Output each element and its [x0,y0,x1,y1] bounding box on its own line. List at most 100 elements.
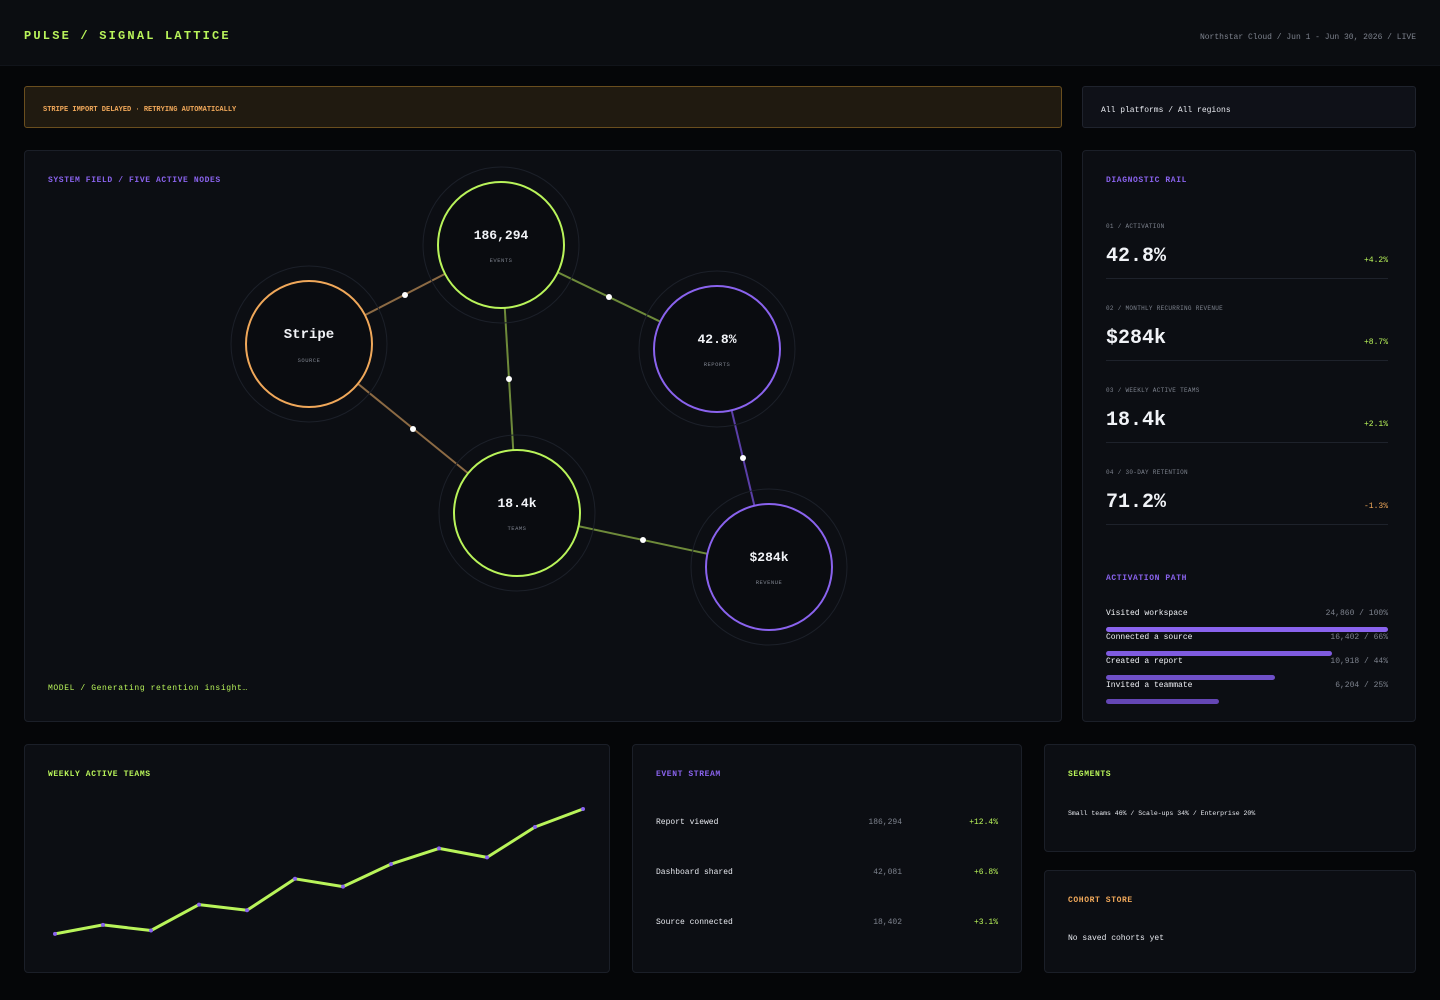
alert-banner: STRIPE IMPORT DELAYED · RETRYING AUTOMAT… [24,86,1062,128]
weekly-active-teams-chart [53,807,585,936]
segments-title: SEGMENTS [1068,770,1112,779]
series-point [293,876,297,881]
filter-text: All platforms / All regions [1101,106,1231,115]
funnel-step-count: 6,204 / 25% [1335,681,1388,690]
funnel-step-count: 10,918 / 44% [1330,657,1388,666]
series-point [437,846,441,851]
metric-value: 71.2% [1106,491,1167,514]
metric-label: 02 / MONTHLY RECURRING REVENUE [1106,305,1224,312]
platform-region-filter[interactable]: All platforms / All regions [1082,86,1416,128]
system-field-title: SYSTEM FIELD / FIVE ACTIVE NODES [48,176,221,185]
diagnostic-rail-panel: DIAGNOSTIC RAIL 01 / ACTIVATION 42.8% +4… [1082,150,1416,722]
diagnostic-rail-title: DIAGNOSTIC RAIL [1106,176,1188,185]
node-reports-value: 42.8% [697,332,737,347]
node-halo-reports [638,270,796,428]
segments-panel: SEGMENTS Small teams 46% / Scale-ups 34%… [1044,744,1416,852]
node-revenue-label: REVENUE [755,579,783,586]
node-reports [653,285,781,413]
funnel-step-bar [1106,675,1275,680]
series-point [581,807,585,811]
node-halo-teams [438,434,596,592]
edge-pulse [410,426,416,432]
metric-divider [1106,524,1388,525]
node-halo-events [422,166,580,324]
cohort-store-panel: COHORT STORE No saved cohorts yet [1044,870,1416,973]
cohort-store-title: COHORT STORE [1068,896,1133,905]
node-source [245,280,373,408]
edge-pulse [506,376,512,382]
metric-delta: +2.1% [1363,420,1388,429]
cohort-store-empty: No saved cohorts yet [1068,934,1165,943]
edge-pulse [740,455,746,461]
edge-pulse [402,292,408,298]
funnel-step-label: Invited a teammate [1106,681,1193,690]
workspace-meta: Northstar Cloud / Jun 1 - Jun 30, 2026 /… [1199,33,1416,42]
funnel-step-bar [1106,627,1388,632]
model-status: MODEL / Generating retention insight… [48,684,248,693]
node-events-value: 186,294 [473,228,529,243]
series-point [149,928,153,933]
series-point [245,908,249,913]
funnel-step-bar [1106,651,1332,656]
weekly-active-teams-title: WEEKLY ACTIVE TEAMS [48,770,151,779]
metric-divider [1106,278,1388,279]
brand-title: PULSE / SIGNAL LATTICE [24,29,231,43]
node-teams [453,449,581,577]
node-graph [230,166,848,646]
series-point [197,902,201,907]
metric-value: 18.4k [1106,409,1167,432]
series-point [485,855,489,860]
node-revenue [705,503,833,631]
node-halo-revenue [690,488,848,646]
event-delta: +12.4% [969,818,998,827]
event-delta: +3.1% [973,918,998,927]
weekly-active-teams-panel: WEEKLY ACTIVE TEAMS [24,744,610,973]
event-count: 42,081 [873,868,902,877]
metric-label: 03 / WEEKLY ACTIVE TEAMS [1106,387,1200,394]
funnel-step-label: Connected a source [1106,633,1193,642]
alert-text: STRIPE IMPORT DELAYED · RETRYING AUTOMAT… [43,106,237,114]
metric-label: 04 / 30-DAY RETENTION [1106,469,1188,476]
node-teams-label: TEAMS [507,525,527,532]
top-bar: PULSE / SIGNAL LATTICE Northstar Cloud /… [0,0,1440,66]
node-events-label: EVENTS [489,257,513,264]
event-name: Source connected [656,918,733,927]
event-name: Report viewed [656,818,719,827]
series-point [53,931,57,936]
series-point [389,862,393,867]
edge-pulse [640,537,646,543]
series-line [53,807,585,936]
event-stream-panel: EVENT STREAM Report viewed 186,294 +12.4… [632,744,1022,973]
node-source-label: SOURCE [297,357,321,364]
node-halo-source [230,265,388,423]
metric-divider [1106,360,1388,361]
event-name: Dashboard shared [656,868,733,877]
event-delta: +6.8% [973,868,998,877]
funnel-step-bar [1106,699,1219,704]
event-count: 186,294 [868,818,902,827]
node-source-value: Stripe [283,327,335,343]
series-point [341,884,345,889]
node-reports-label: REPORTS [703,361,731,368]
metric-value: 42.8% [1106,245,1167,268]
metric-delta: -1.3% [1363,502,1388,511]
funnel-step-count: 16,402 / 66% [1330,633,1388,642]
activation-path-title: ACTIVATION PATH [1106,574,1188,583]
funnel-step-label: Created a report [1106,657,1183,666]
metric-value: $284k [1106,327,1167,350]
system-field-panel: SYSTEM FIELD / FIVE ACTIVE NODES 186,294… [24,150,1062,722]
funnel-step-count: 24,860 / 100% [1325,609,1388,618]
segments-breakdown: Small teams 46% / Scale-ups 34% / Enterp… [1068,810,1256,817]
metric-delta: +8.7% [1363,338,1388,347]
event-count: 18,402 [873,918,902,927]
metric-label: 01 / ACTIVATION [1106,223,1165,230]
metric-divider [1106,442,1388,443]
event-stream-title: EVENT STREAM [656,770,721,779]
funnel-step-label: Visited workspace [1106,609,1188,618]
node-revenue-value: $284k [749,550,789,565]
edge-pulse [606,294,612,300]
series-point [101,922,105,927]
series-point [533,825,537,829]
metric-delta: +4.2% [1363,256,1388,265]
node-events [437,181,565,309]
